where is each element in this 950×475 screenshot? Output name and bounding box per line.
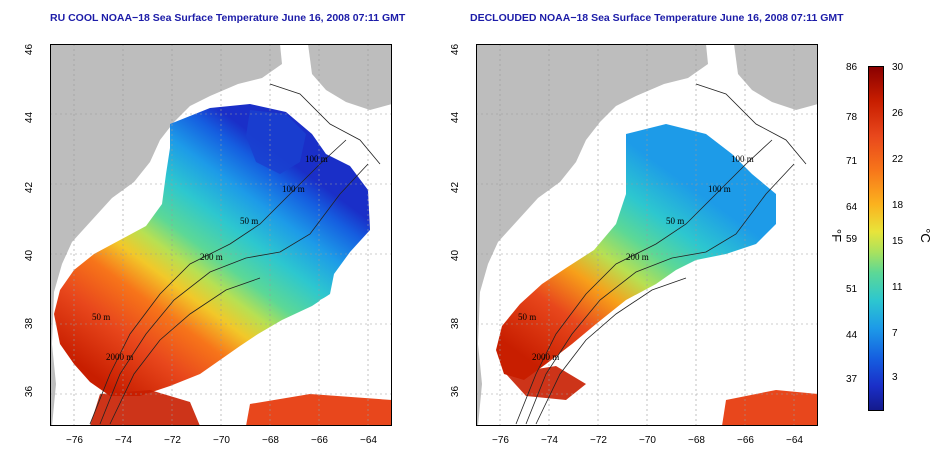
colorbar-celsius-tick: 11: [892, 282, 903, 293]
contour-label-50m-b: 50 m: [518, 312, 536, 322]
cold-water-patch: [246, 110, 306, 174]
right-map-title: DECLOUDED NOAA−18 Sea Surface Temperatur…: [470, 12, 844, 24]
colorbar-fahrenheit-tick: 37: [846, 374, 858, 385]
celsius-unit-label: °C: [917, 228, 933, 243]
x-tick-label: −70: [213, 435, 230, 446]
nova-scotia-land: [734, 44, 818, 110]
contour-200m: [99, 163, 369, 425]
contour-100m: [269, 83, 381, 165]
contour-label-200m: 200 m: [626, 252, 649, 262]
y-tick-label: 44: [24, 111, 36, 124]
colorbar-celsius-tick: 22: [892, 154, 904, 165]
sst-map-declouded: 100 m 100 m 50 m 200 m 50 m 2000 m: [476, 44, 818, 426]
x-tick-label: −72: [164, 435, 181, 446]
contour-label-100m-a: 100 m: [731, 154, 754, 164]
warm-water-south: [90, 390, 200, 426]
x-tick-label: −66: [311, 435, 328, 446]
x-tick-label: −66: [737, 435, 754, 446]
sst-field: [496, 124, 776, 380]
contour-200m: [525, 163, 795, 425]
colorbar-fahrenheit-tick: 71: [846, 156, 858, 167]
contour-100m: [695, 83, 807, 165]
sst-map-declouded-image: 100 m 100 m 50 m 200 m 50 m 2000 m: [476, 44, 818, 426]
left-map-title: RU COOL NOAA−18 Sea Surface Temperature …: [50, 12, 406, 24]
y-tick-label: 36: [24, 385, 36, 398]
contour-label-50m-a: 50 m: [666, 216, 684, 226]
contour-label-100m-a: 100 m: [305, 154, 328, 164]
contour-2000m: [109, 277, 261, 425]
x-tick-label: −76: [492, 435, 509, 446]
fahrenheit-unit-label: °F: [829, 228, 845, 243]
sst-map-raw-image: 100 m 100 m 50 m 200 m 50 m 2000 m: [50, 44, 392, 426]
colorbar-fahrenheit-tick: 86: [846, 62, 858, 73]
land-mass: [476, 44, 708, 426]
nova-scotia-land: [308, 44, 392, 110]
temperature-colorbar: [868, 66, 884, 411]
land-mass: [50, 44, 282, 426]
colorbar-celsius-tick: 7: [892, 328, 898, 339]
x-tick-label: −68: [688, 435, 705, 446]
contour-label-50m-a: 50 m: [240, 216, 258, 226]
x-tick-label: −74: [115, 435, 132, 446]
contour-label-2000m: 2000 m: [532, 352, 559, 362]
y-tick-label: 38: [24, 317, 36, 330]
x-tick-label: −72: [590, 435, 607, 446]
colorbar-fahrenheit-tick: 44: [846, 330, 858, 341]
colorbar-celsius-tick: 15: [892, 236, 904, 247]
x-tick-label: −64: [786, 435, 803, 446]
x-tick-label: −76: [66, 435, 83, 446]
colorbar-fahrenheit-tick: 51: [846, 284, 858, 295]
colorbar-celsius-tick: 26: [892, 108, 904, 119]
y-tick-label: 44: [450, 111, 462, 124]
x-tick-label: −74: [541, 435, 558, 446]
sst-field: [54, 104, 370, 396]
x-tick-label: −64: [360, 435, 377, 446]
contour-label-200m: 200 m: [200, 252, 223, 262]
colorbar-fahrenheit-tick: 78: [846, 112, 858, 123]
sst-map-raw: 100 m 100 m 50 m 200 m 50 m 2000 m: [50, 44, 392, 426]
colorbar-celsius-tick: 18: [892, 200, 904, 211]
colorbar-fahrenheit-tick: 64: [846, 202, 858, 213]
contour-50m: [515, 139, 773, 425]
contour-label-100m-b: 100 m: [708, 184, 731, 194]
y-tick-label: 46: [24, 43, 36, 56]
x-tick-label: −70: [639, 435, 656, 446]
y-tick-label: 42: [450, 181, 462, 194]
y-tick-label: 46: [450, 43, 462, 56]
y-tick-label: 42: [24, 181, 36, 194]
colorbar-celsius-tick: 3: [892, 372, 898, 383]
y-tick-label: 38: [450, 317, 462, 330]
contour-50m: [89, 139, 347, 425]
warm-water-south: [506, 366, 586, 400]
x-tick-label: −68: [262, 435, 279, 446]
contour-label-100m-b: 100 m: [282, 184, 305, 194]
y-tick-label: 36: [450, 385, 462, 398]
cloud-cover: [280, 280, 392, 384]
y-tick-label: 40: [450, 249, 462, 262]
colorbar-fahrenheit-tick: 59: [846, 234, 858, 245]
contour-2000m: [535, 277, 687, 425]
contour-label-50m-b: 50 m: [92, 312, 110, 322]
y-tick-label: 40: [24, 249, 36, 262]
colorbar-celsius-tick: 30: [892, 62, 904, 73]
contour-label-2000m: 2000 m: [106, 352, 133, 362]
